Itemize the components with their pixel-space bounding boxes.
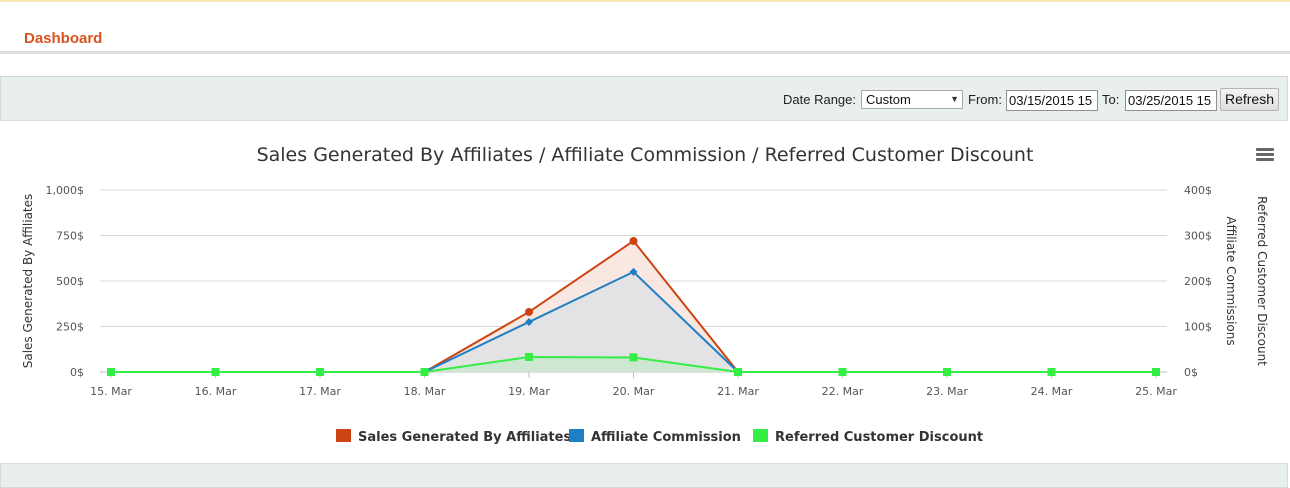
- legend-label: Affiliate Commission: [591, 430, 741, 445]
- data-point: [629, 236, 638, 245]
- x-tick-label: 24. Mar: [1031, 385, 1073, 398]
- y-left-tick-label: 250$: [56, 321, 84, 334]
- date-range-select[interactable]: Custom ▼: [861, 90, 963, 109]
- data-point: [316, 368, 324, 376]
- series-line-1: [424, 270, 739, 373]
- data-point: [525, 317, 533, 326]
- legend-swatch: [336, 429, 351, 442]
- data-point: [1152, 368, 1160, 376]
- x-tick-label: 15. Mar: [90, 385, 132, 398]
- y-right-tick-label: 100$: [1184, 321, 1212, 334]
- data-point: [943, 368, 951, 376]
- to-date-input[interactable]: 03/25/2015 15: [1125, 90, 1217, 111]
- data-point: [734, 368, 742, 376]
- top-accent-line: [0, 0, 1290, 2]
- to-label: To:: [1102, 92, 1120, 107]
- date-range-label: Date Range:: [783, 92, 856, 107]
- data-point: [838, 368, 847, 376]
- date-range-value: Custom: [866, 92, 911, 107]
- series-line-0: [424, 239, 739, 373]
- y-right-axis-label: Affiliate Commissions: [1224, 216, 1238, 345]
- y-right-tick-label: 200$: [1184, 275, 1212, 288]
- legend-swatch: [569, 429, 584, 442]
- data-point: [107, 368, 115, 376]
- data-point: [525, 352, 533, 361]
- legend-swatch: [753, 429, 768, 442]
- series-area-2: [111, 356, 1156, 372]
- x-tick-label: 21. Mar: [717, 385, 759, 398]
- header-divider: [0, 51, 1290, 54]
- data-point: [1047, 368, 1056, 376]
- y-right-tick-label: 0$: [1184, 366, 1198, 379]
- y-left-tick-label: 750$: [56, 230, 84, 243]
- chart: Sales Generated By Affiliates / Affiliat…: [21, 144, 1269, 445]
- hamburger-menu-icon[interactable]: [1256, 148, 1274, 162]
- data-point: [629, 353, 638, 362]
- y-left-tick-label: 0$: [70, 366, 84, 379]
- x-tick-label: 25. Mar: [1135, 385, 1177, 398]
- x-tick-label: 17. Mar: [299, 385, 341, 398]
- y-left-tick-label: 1,000$: [46, 184, 85, 197]
- y-left-axis-label: Sales Generated By Affiliates: [21, 194, 35, 369]
- data-point: [211, 368, 220, 376]
- caret-down-icon: ▼: [950, 94, 959, 104]
- x-tick-label: 20. Mar: [613, 385, 655, 398]
- filter-bar: Date Range: Custom ▼ From: 03/15/2015 15…: [0, 76, 1288, 121]
- x-tick-label: 22. Mar: [822, 385, 864, 398]
- chart-title: Sales Generated By Affiliates / Affiliat…: [257, 144, 1034, 166]
- y-right-tick-label: 400$: [1184, 184, 1212, 197]
- y-right-tick-label: 300$: [1184, 230, 1212, 243]
- x-tick-label: 18. Mar: [404, 385, 446, 398]
- legend-label: Referred Customer Discount: [775, 430, 983, 445]
- x-tick-label: 23. Mar: [926, 385, 968, 398]
- x-tick-label: 19. Mar: [508, 385, 550, 398]
- bottom-bar: [0, 463, 1288, 488]
- from-date-input[interactable]: 03/15/2015 15: [1006, 90, 1098, 111]
- legend-label: Sales Generated By Affiliates: [358, 430, 571, 445]
- data-point: [420, 368, 429, 376]
- data-point: [629, 267, 638, 276]
- page-title: Dashboard: [24, 30, 103, 47]
- x-tick-label: 16. Mar: [195, 385, 237, 398]
- refresh-button[interactable]: Refresh: [1220, 88, 1279, 111]
- from-label: From:: [968, 92, 1002, 107]
- page-header: Dashboard: [0, 2, 1290, 52]
- y-right-axis-label: Referred Customer Discount: [1255, 196, 1269, 366]
- data-point: [525, 307, 533, 316]
- series-area-1: [424, 271, 738, 372]
- y-left-tick-label: 500$: [56, 275, 84, 288]
